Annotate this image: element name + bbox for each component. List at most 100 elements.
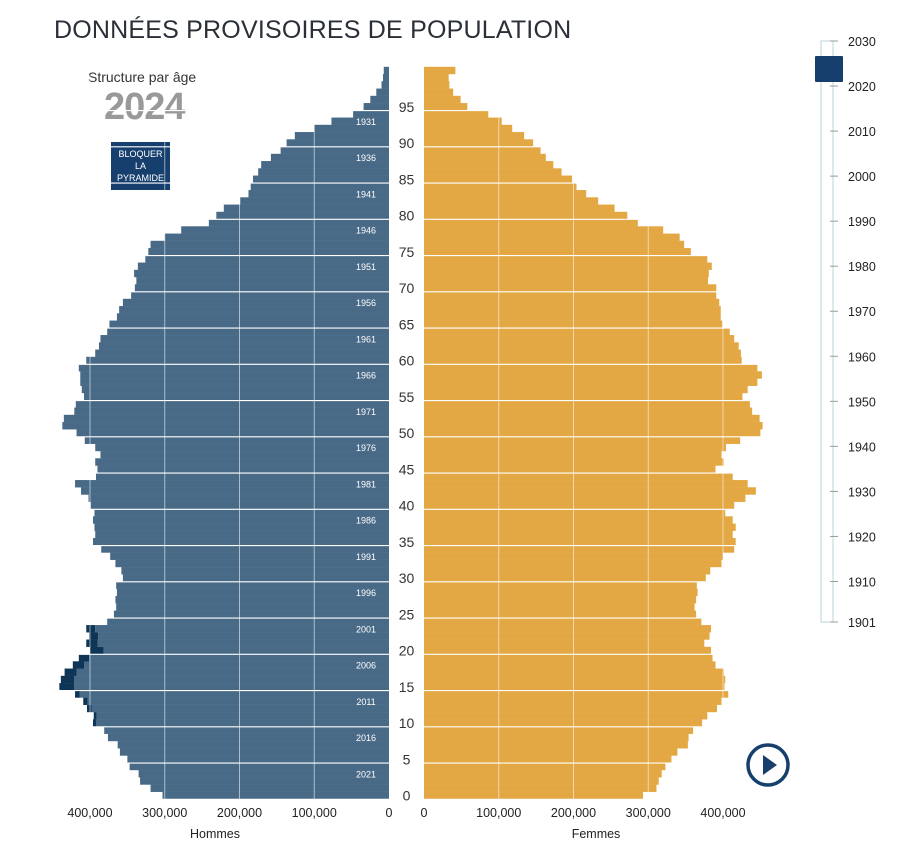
- female-bar: [424, 697, 722, 705]
- male-bar: [181, 226, 389, 234]
- female-bar: [424, 378, 758, 386]
- female-bar: [424, 291, 717, 299]
- year-slider[interactable]: 2030 2020 2010 2000 1990 1980 1970 1960 1950 1940…: [810, 30, 900, 640]
- birth-year-label: 1996: [356, 588, 376, 598]
- male-bar: [113, 610, 390, 618]
- male-bar: [270, 153, 389, 162]
- male-bar: [97, 639, 389, 647]
- female-bar: [424, 161, 554, 169]
- male-bar: [96, 712, 389, 720]
- female-bar: [424, 588, 698, 597]
- x-tick-label-right: 400,000: [700, 806, 745, 820]
- age-tick-label: 55: [399, 389, 415, 405]
- female-bar: [424, 110, 489, 118]
- male-bar: [92, 538, 390, 546]
- slider-year-label: 1990: [848, 215, 876, 229]
- male-bar: [87, 697, 389, 705]
- x-tick-label-left: 0: [386, 806, 393, 820]
- male-bar: [62, 422, 389, 430]
- page-title: DONNÉES PROVISOIRES DE POPULATION: [54, 16, 572, 44]
- female-bar: [424, 791, 644, 800]
- male-bar: [80, 371, 389, 379]
- male-bar: [162, 791, 389, 800]
- female-bar: [424, 530, 733, 539]
- female-bar: [424, 675, 726, 684]
- birth-year-label: 2011: [356, 697, 375, 707]
- x-tick-label-right: 300,000: [626, 806, 671, 820]
- female-bar: [424, 248, 691, 256]
- female-bar: [424, 132, 525, 140]
- male-bar: [150, 784, 389, 792]
- male-bar: [119, 306, 389, 314]
- female-bar: [424, 197, 599, 205]
- slider-handle[interactable]: [815, 56, 843, 83]
- current-year: 2024: [104, 86, 186, 128]
- slider-year-label: 1950: [848, 395, 876, 409]
- female-bar: [424, 603, 695, 611]
- male-bar: [107, 327, 389, 336]
- age-tick-label: 50: [399, 425, 415, 441]
- male-bar: [208, 219, 389, 227]
- male-bar: [94, 509, 390, 517]
- birth-year-label: 1961: [356, 334, 376, 344]
- female-bar: [424, 204, 615, 212]
- female-bar: [424, 516, 733, 524]
- male-bar: [150, 240, 389, 249]
- male-bar: [101, 545, 390, 553]
- female-bar: [424, 313, 721, 321]
- male-bar: [140, 777, 389, 785]
- age-tick-label: 15: [399, 679, 415, 695]
- female-bar: [424, 567, 711, 575]
- slider-track[interactable]: [820, 40, 834, 623]
- female-bar: [424, 74, 449, 82]
- male-excess-bar: [75, 690, 80, 698]
- age-tick-label: 25: [399, 606, 415, 622]
- age-tick-label: 45: [399, 461, 415, 477]
- slider-year-label: 1960: [848, 350, 876, 364]
- female-bar: [424, 240, 685, 249]
- male-bar: [117, 741, 389, 749]
- female-bar: [424, 683, 725, 691]
- female-bar: [424, 168, 562, 176]
- male-bar: [107, 617, 389, 626]
- female-bar: [424, 574, 706, 582]
- male-excess-bar: [87, 704, 92, 713]
- female-bar: [424, 610, 697, 618]
- female-bar: [424, 88, 454, 96]
- play-icon: [763, 755, 777, 775]
- age-tick-label: 60: [399, 353, 415, 369]
- female-bar: [424, 755, 672, 763]
- male-bar: [252, 175, 389, 183]
- female-bar: [424, 306, 721, 314]
- female-bar: [424, 777, 659, 785]
- male-bar: [331, 117, 389, 125]
- age-tick-label: 85: [399, 171, 415, 187]
- female-bar: [424, 639, 705, 647]
- male-bar: [164, 233, 389, 241]
- male-bar: [95, 443, 390, 452]
- lock-pyramid-button[interactable]: BLOQUER LA PYRAMIDE: [111, 142, 170, 190]
- play-button[interactable]: [745, 742, 791, 788]
- female-bar: [424, 501, 735, 510]
- female-bar: [424, 632, 710, 640]
- female-bar: [424, 153, 546, 162]
- male-bar: [86, 356, 389, 365]
- male-bar: [63, 414, 390, 423]
- slider-year-label: 1930: [848, 485, 876, 499]
- age-tick-label: 5: [403, 751, 411, 767]
- male-bar: [75, 480, 390, 488]
- male-bar: [115, 559, 389, 568]
- female-bar: [424, 255, 708, 263]
- female-bar: [424, 748, 678, 756]
- female-bar: [424, 762, 666, 771]
- male-bar: [115, 596, 389, 604]
- chart-subtitle: Structure par âge: [88, 69, 197, 85]
- male-bar: [104, 726, 389, 734]
- female-bar: [424, 646, 712, 655]
- female-bar: [424, 139, 534, 147]
- male-bar: [116, 588, 389, 597]
- male-excess-bar: [93, 712, 97, 720]
- age-tick-label: 70: [399, 280, 415, 296]
- birth-year-label: 1981: [356, 479, 376, 489]
- female-bar: [424, 523, 736, 531]
